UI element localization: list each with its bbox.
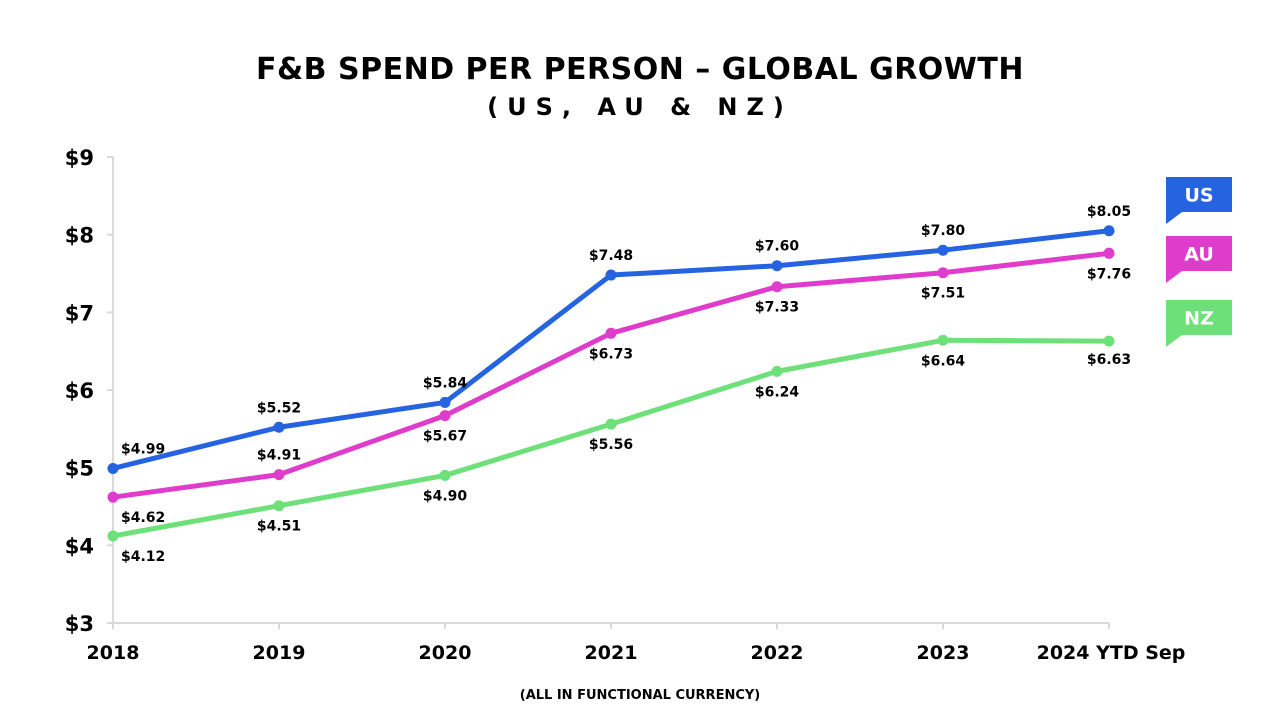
x-tick-label: 2021 <box>585 642 638 664</box>
y-tick-label: $8 <box>65 224 94 248</box>
chart-legend: US AU NZ <box>1166 177 1232 347</box>
data-label-nz: $6.63 <box>1087 352 1131 368</box>
data-label-au: $7.76 <box>1087 266 1131 282</box>
chart-footnote: (ALL IN FUNCTIONAL CURRENCY) <box>519 688 761 703</box>
y-tick-label: $4 <box>65 534 94 558</box>
data-label-us: $7.60 <box>755 239 800 255</box>
data-point-us <box>439 396 451 408</box>
data-point-us <box>771 260 783 272</box>
legend-label-au: AU <box>1184 244 1214 266</box>
chart-axes: $3 $4 $5 $6 $7 $8 $9 2018 2019 2020 2021 2022 2023 20… <box>65 146 1186 664</box>
x-tick-label: 2019 <box>253 642 306 664</box>
data-label-au: $7.33 <box>755 300 799 316</box>
x-tick-label: 2022 <box>751 642 804 664</box>
data-point-nz <box>771 365 783 377</box>
x-tick-label: 2023 <box>917 642 970 664</box>
y-tick-label: $7 <box>65 301 94 325</box>
series-points <box>107 225 1115 542</box>
data-label-au: $6.73 <box>589 346 633 362</box>
legend-item-au: AU <box>1166 236 1232 283</box>
data-labels: $4.99 $5.52 $5.84 $7.48 $7.60 $7.80 $8.05 $4.62… <box>121 204 1131 565</box>
x-tick-label: 2020 <box>419 642 472 664</box>
data-label-nz: $4.12 <box>121 549 165 565</box>
data-label-au: $7.51 <box>921 286 965 302</box>
data-label-us: $8.05 <box>1087 204 1131 220</box>
data-label-nz: $6.64 <box>921 353 966 369</box>
data-point-au <box>1103 247 1115 259</box>
data-point-us <box>605 269 617 281</box>
data-point-nz <box>107 530 119 542</box>
x-tick-label: 2024 YTD Sep <box>1037 642 1186 664</box>
data-point-au <box>605 327 617 339</box>
data-point-nz <box>273 500 285 512</box>
data-point-au <box>937 267 949 279</box>
data-label-nz: $4.90 <box>423 488 468 504</box>
legend-label-nz: NZ <box>1184 308 1214 330</box>
data-label-nz: $4.51 <box>257 519 301 535</box>
legend-item-nz: NZ <box>1166 300 1232 347</box>
data-label-au: $5.67 <box>423 429 467 445</box>
data-point-au <box>107 491 119 503</box>
data-point-nz <box>605 418 617 430</box>
data-point-us <box>107 462 119 474</box>
data-point-us <box>1103 225 1115 237</box>
legend-swatch-au <box>1166 236 1232 283</box>
data-point-nz <box>937 334 949 346</box>
y-tick-label: $5 <box>65 457 94 481</box>
data-point-nz <box>1103 335 1115 347</box>
y-tick-label: $6 <box>65 379 94 403</box>
data-point-au <box>439 410 451 422</box>
data-point-au <box>273 469 285 481</box>
y-tick-label: $9 <box>65 146 94 170</box>
data-label-us: $4.99 <box>121 441 165 457</box>
data-point-nz <box>439 469 451 481</box>
data-point-us <box>273 421 285 433</box>
data-label-au: $4.62 <box>121 510 165 526</box>
data-label-us: $7.48 <box>589 248 633 264</box>
data-label-us: $5.84 <box>423 375 468 391</box>
data-label-us: $7.80 <box>921 223 966 239</box>
data-point-us <box>937 244 949 256</box>
data-label-nz: $6.24 <box>755 384 800 400</box>
y-tick-label: $3 <box>65 612 94 636</box>
data-label-au: $4.91 <box>257 448 301 464</box>
x-tick-label: 2018 <box>87 642 140 664</box>
legend-item-us: US <box>1166 177 1232 224</box>
legend-swatch-us <box>1166 177 1232 224</box>
chart-title: F&B SPEND PER PERSON – GLOBAL GROWTH <box>256 52 1024 87</box>
data-label-nz: $5.56 <box>589 437 633 453</box>
chart-subtitle: (US, AU & NZ) <box>487 93 793 121</box>
legend-swatch-nz <box>1166 300 1232 347</box>
data-point-au <box>771 281 783 293</box>
data-label-us: $5.52 <box>257 400 301 416</box>
legend-label-us: US <box>1184 185 1213 207</box>
